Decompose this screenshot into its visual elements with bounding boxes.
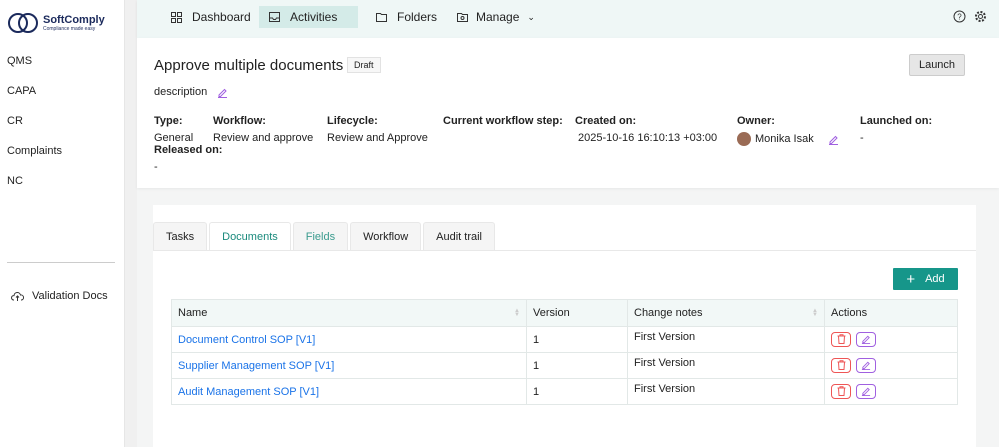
edit-owner-icon[interactable] (828, 134, 839, 145)
nav-manage[interactable]: Manage ⌄ (447, 6, 545, 28)
change-notes-cell: First Version (627, 352, 825, 379)
tab-tasks[interactable]: Tasks (153, 222, 208, 250)
tab-divider (153, 250, 976, 251)
table-row: Document Control SOP [V1] 1 First Versio… (171, 326, 958, 353)
tab-fields[interactable]: Fields (292, 222, 349, 250)
edit-icon (861, 335, 871, 345)
lifecycle-value: Review and Approve (327, 132, 428, 144)
edit-icon (861, 361, 871, 371)
softcomply-logo-icon (8, 13, 38, 33)
sidebar-item-complaints[interactable]: Complaints (7, 145, 63, 157)
launch-button[interactable]: Launch (909, 54, 965, 76)
edit-icon (861, 387, 871, 397)
nav-label: Activities (290, 10, 338, 24)
sort-icon: ▲ ▼ (514, 308, 520, 318)
cloud-upload-icon (11, 291, 24, 301)
gear-icon[interactable] (974, 10, 987, 23)
documents-table: Name ▲ ▼ Version Change notes ▲ ▼ Actions Do… (171, 299, 958, 405)
nav-folders[interactable]: Folders (366, 6, 447, 28)
trash-icon (837, 360, 845, 371)
column-header-change-notes[interactable]: Change notes ▲ ▼ (627, 299, 825, 327)
nav-activities[interactable]: Activities (259, 6, 358, 28)
column-header-version: Version (526, 299, 628, 327)
column-header-name[interactable]: Name ▲ ▼ (171, 299, 527, 327)
add-document-button[interactable]: + Add (893, 268, 958, 290)
trash-icon (837, 334, 845, 345)
document-link[interactable]: Document Control SOP [V1] (178, 333, 316, 346)
document-link[interactable]: Audit Management SOP [V1] (178, 385, 320, 398)
page-title: Approve multiple documents (154, 57, 344, 74)
avatar (737, 132, 751, 146)
released-value: - (154, 161, 158, 173)
sidebar-item-qms[interactable]: QMS (7, 55, 33, 67)
delete-button[interactable] (831, 331, 851, 347)
grid-icon (171, 11, 182, 23)
table-row: Audit Management SOP [V1] 1 First Versio… (171, 378, 958, 405)
change-notes-cell: First Version (627, 326, 825, 353)
edit-button[interactable] (856, 357, 876, 373)
nav-dashboard[interactable]: Dashboard (161, 6, 261, 28)
type-value: General (154, 132, 194, 144)
created-value: 2025-10-16 16:10:13 +03:00 (578, 132, 718, 144)
nav-label: Manage (476, 10, 520, 24)
sidebar-divider (7, 262, 115, 263)
add-label: Add (925, 273, 945, 285)
workflow-label: Workflow: (213, 115, 266, 127)
launched-value: - (860, 132, 864, 144)
workflow-value: Review and approve (213, 132, 314, 144)
edit-description-icon[interactable] (217, 87, 228, 98)
brand-tagline: Compliance made easy (43, 26, 96, 32)
created-label: Created on: (575, 115, 637, 127)
owner-label: Owner: (737, 115, 775, 127)
owner-value: Monika Isak (755, 133, 814, 145)
version-cell: 1 (526, 378, 628, 405)
chevron-down-icon: ⌄ (527, 11, 535, 22)
launched-label: Launched on: (860, 115, 933, 127)
sidebar-item-capa[interactable]: CAPA (7, 85, 37, 97)
sidebar-item-nc[interactable]: NC (7, 175, 23, 187)
description-text: description (154, 86, 208, 98)
tab-audit-trail[interactable]: Audit trail (423, 222, 495, 250)
folder-settings-icon (457, 13, 468, 22)
version-cell: 1 (526, 352, 628, 379)
type-label: Type: (154, 115, 183, 127)
folder-icon (376, 13, 387, 22)
status-badge: Draft (347, 57, 381, 73)
delete-button[interactable] (831, 383, 851, 399)
tab-workflow[interactable]: Workflow (350, 222, 422, 250)
nav-label: Dashboard (192, 10, 251, 24)
sort-icon: ▲ ▼ (812, 308, 818, 318)
validation-docs-label: Validation Docs (32, 290, 108, 302)
activity-details: Approve multiple documents Draft Launch … (137, 38, 999, 188)
plus-icon: + (906, 270, 916, 288)
version-cell: 1 (526, 326, 628, 353)
sidebar-gutter (125, 0, 137, 447)
table-row: Supplier Management SOP [V1] 1 First Ver… (171, 352, 958, 379)
brand-name: SoftComply (43, 14, 105, 26)
inbox-icon (269, 12, 280, 22)
change-notes-cell: First Version (627, 378, 825, 405)
edit-button[interactable] (856, 383, 876, 399)
tab-documents[interactable]: Documents (209, 222, 291, 250)
lifecycle-label: Lifecycle: (327, 115, 378, 127)
column-header-actions: Actions (824, 299, 958, 327)
delete-button[interactable] (831, 357, 851, 373)
trash-icon (837, 386, 845, 397)
sidebar-item-cr[interactable]: CR (7, 115, 23, 127)
edit-button[interactable] (856, 331, 876, 347)
document-link[interactable]: Supplier Management SOP [V1] (178, 359, 335, 372)
nav-label: Folders (397, 10, 438, 24)
sidebar: SoftComply Compliance made easy QMS CAPA … (0, 0, 125, 447)
released-label: Released on: (154, 144, 223, 156)
current-step-label: Current workflow step: (443, 115, 563, 127)
tabs-card: Tasks Documents Fields Workflow Audit tr… (153, 205, 976, 447)
logo[interactable]: SoftComply Compliance made easy (7, 12, 105, 34)
sidebar-item-validation-docs[interactable]: Validation Docs (11, 290, 108, 302)
help-icon[interactable]: ? (953, 10, 966, 23)
top-nav: Dashboard Activities Folders Manage ⌄ ? (137, 0, 999, 38)
svg-text:?: ? (957, 13, 962, 22)
